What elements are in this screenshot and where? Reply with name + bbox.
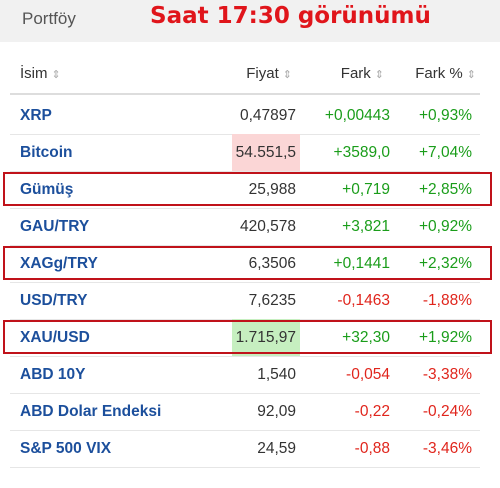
instrument-name-link[interactable]: S&P 500 VIX (20, 440, 112, 457)
change-value: -0,88 (354, 440, 390, 457)
price-value: 420,578 (239, 218, 296, 235)
change-percent-value: +7,04% (418, 144, 472, 161)
change-value: -0,054 (346, 366, 390, 383)
change-percent-value: +2,85% (418, 181, 472, 198)
change-value: +3,821 (342, 218, 390, 235)
instrument-name-link[interactable]: GAU/TRY (20, 218, 90, 235)
change-value: +3589,0 (333, 144, 390, 161)
price-value: 1.715,97 (231, 319, 300, 356)
change-percent-value: -3,38% (422, 366, 472, 383)
price-value: 24,59 (257, 440, 296, 457)
sort-icon[interactable]: ⇕ (51, 69, 61, 81)
change-value: -0,22 (354, 403, 390, 420)
instrument-name-link[interactable]: XAGg/TRY (20, 255, 98, 272)
change-percent-value: +1,92% (418, 329, 472, 346)
instrument-name-link[interactable]: XAU/USD (20, 329, 90, 346)
price-value: 7,6235 (248, 292, 296, 309)
sort-icon[interactable]: ⇕ (374, 69, 384, 81)
column-header-pct[interactable]: Fark % ⇕ (415, 56, 476, 92)
change-percent-value: -1,88% (422, 292, 472, 309)
table-row[interactable]: USD/TRY 7,6235 -0,1463 -1,88% (10, 282, 480, 320)
price-value: 6,3506 (248, 255, 296, 272)
price-value: 25,988 (248, 181, 296, 198)
change-percent-value: +0,92% (418, 218, 472, 235)
instrument-name-link[interactable]: Bitcoin (20, 144, 73, 161)
table-row[interactable]: Gümüş 25,988 +0,719 +2,85% (10, 171, 480, 209)
change-percent-value: +2,32% (418, 255, 472, 272)
highlight-annotation-box (3, 246, 492, 280)
instrument-name-link[interactable]: XRP (20, 107, 52, 124)
column-header-pct-label: Fark % (415, 65, 463, 82)
table-row[interactable]: XAU/USD 1.715,97 +32,30 +1,92% (10, 319, 480, 357)
price-value: 0,47897 (239, 107, 296, 124)
change-percent-value: -3,46% (422, 440, 472, 457)
price-value: 1,540 (257, 366, 296, 383)
table-row[interactable]: ABD 10Y 1,540 -0,054 -3,38% (10, 356, 480, 394)
portfolio-header: Portföy Saat 17:30 görünümü (0, 0, 500, 42)
portfolio-title: Portföy (22, 9, 76, 28)
change-value: -0,1463 (337, 292, 390, 309)
change-percent-value: +0,93% (418, 107, 472, 124)
table-row[interactable]: S&P 500 VIX 24,59 -0,88 -3,46% (10, 430, 480, 468)
price-value: 92,09 (257, 403, 296, 420)
header-divider (10, 93, 480, 95)
time-caption: Saat 17:30 görünümü (150, 3, 431, 29)
highlight-annotation-box (3, 320, 492, 354)
instrument-name-link[interactable]: ABD Dolar Endeksi (20, 403, 162, 420)
change-percent-value: -0,24% (422, 403, 472, 420)
change-value: +32,30 (342, 329, 390, 346)
table-row[interactable]: ABD Dolar Endeksi 92,09 -0,22 -0,24% (10, 393, 480, 431)
instrument-name-link[interactable]: Gümüş (20, 181, 74, 198)
column-header-name[interactable]: İsim ⇕ (20, 56, 61, 92)
column-header-price[interactable]: Fiyat ⇕ (246, 56, 292, 92)
highlight-annotation-box (3, 172, 492, 206)
change-value: +0,719 (342, 181, 390, 198)
table-row[interactable]: XAGg/TRY 6,3506 +0,1441 +2,32% (10, 245, 480, 283)
price-value: 54.551,5 (231, 134, 300, 171)
sort-icon[interactable]: ⇕ (466, 69, 476, 81)
column-header-change[interactable]: Fark ⇕ (341, 56, 384, 92)
instrument-name-link[interactable]: ABD 10Y (20, 366, 86, 383)
column-header-name-label: İsim (20, 65, 48, 82)
change-value: +0,1441 (333, 255, 390, 272)
table-row[interactable]: XRP 0,47897 +0,00443 +0,93% (10, 97, 480, 135)
table-row[interactable]: Bitcoin 54.551,5 +3589,0 +7,04% (10, 134, 480, 172)
column-header-price-label: Fiyat (246, 65, 279, 82)
sort-icon[interactable]: ⇕ (282, 69, 292, 81)
instrument-name-link[interactable]: USD/TRY (20, 292, 88, 309)
change-value: +0,00443 (324, 107, 390, 124)
column-header-change-label: Fark (340, 65, 371, 82)
table-row[interactable]: GAU/TRY 420,578 +3,821 +0,92% (10, 208, 480, 246)
